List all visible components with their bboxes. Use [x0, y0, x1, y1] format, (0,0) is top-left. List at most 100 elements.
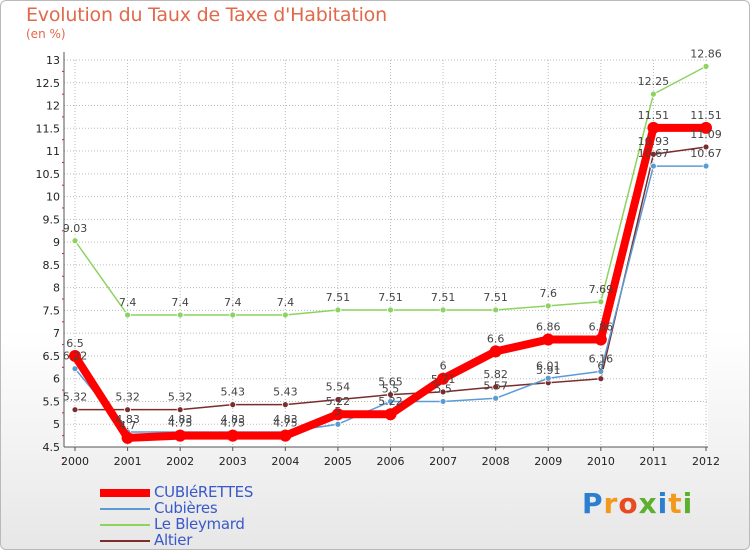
data-label-cubi-rettes: 6.86: [589, 321, 614, 334]
data-label-cubi-res: 4.83: [115, 413, 140, 426]
y-tick-label: 5: [53, 418, 60, 431]
data-point-cubi-rettes: [331, 408, 344, 421]
x-tick-label: 2001: [114, 455, 142, 468]
data-point-altier: [281, 401, 289, 409]
data-label-le-bleymard: 7.4: [119, 296, 137, 309]
y-tick-label: 13: [46, 54, 60, 67]
data-label-cubi-rettes: 4.7: [119, 419, 137, 432]
x-tick-label: 2003: [219, 455, 247, 468]
data-point-altier: [597, 375, 605, 383]
data-point-le-bleymard: [702, 62, 710, 70]
plot-area: [64, 60, 708, 447]
data-label-altier: 10.93: [638, 135, 670, 148]
y-tick-label: 8: [53, 282, 60, 295]
data-label-cubi-res: 4.83: [273, 413, 298, 426]
data-point-cubi-res: [387, 398, 394, 405]
data-point-cubi-rettes: [226, 429, 239, 442]
logo-letter: o: [618, 487, 639, 520]
data-label-le-bleymard: 12.86: [690, 47, 722, 60]
y-tick-label: 8.5: [43, 259, 61, 272]
x-tick-label: 2012: [692, 455, 720, 468]
legend-label-cubierettes: CUBIéRETTES: [154, 483, 254, 501]
data-point-le-bleymard: [492, 306, 500, 314]
legend-swatch-altier: [100, 540, 150, 542]
data-label-altier: 6: [597, 360, 604, 373]
data-label-cubi-res: 5.57: [483, 379, 508, 392]
data-point-cubi-rettes: [489, 345, 502, 358]
data-point-altier: [387, 391, 394, 399]
data-label-le-bleymard: 7.6: [540, 287, 558, 300]
data-point-cubi-res: [334, 420, 342, 428]
data-point-altier: [334, 396, 342, 404]
data-point-le-bleymard: [124, 311, 131, 319]
y-tick-label: 10: [46, 191, 60, 204]
data-label-altier: 5.32: [168, 391, 193, 404]
data-point-cubi-res: [597, 368, 605, 375]
data-label-altier: 5.43: [273, 386, 298, 399]
y-tick-label: 7: [53, 327, 60, 340]
data-label-cubi-rettes: 6.5: [66, 337, 84, 350]
data-label-altier: 5.43: [221, 386, 246, 399]
data-point-cubi-res: [544, 374, 552, 382]
data-point-le-bleymard: [229, 311, 237, 319]
data-point-le-bleymard: [71, 237, 79, 245]
data-point-le-bleymard: [650, 90, 657, 98]
data-label-altier: 5.82: [483, 368, 508, 381]
legend-item-le-bleymard: Le Bleymard: [100, 515, 320, 533]
x-tick-label: 2004: [271, 455, 299, 468]
data-point-le-bleymard: [176, 311, 184, 319]
data-label-altier: 5.32: [115, 391, 140, 404]
data-label-le-bleymard: 7.51: [483, 291, 508, 304]
data-point-le-bleymard: [597, 298, 605, 306]
data-label-cubi-rettes: 5.22: [326, 395, 351, 408]
data-point-altier: [176, 406, 184, 414]
y-tick-label: 4.5: [43, 441, 61, 454]
data-label-le-bleymard: 7.4: [171, 296, 189, 309]
data-label-cubi-rettes: 11.51: [638, 109, 670, 122]
data-label-cubi-res: 6.01: [536, 359, 561, 372]
y-tick-label: 11.5: [36, 122, 61, 135]
x-tick-label: 2000: [61, 455, 89, 468]
data-point-altier: [702, 143, 710, 151]
data-point-le-bleymard: [281, 311, 289, 319]
data-point-le-bleymard: [387, 306, 394, 314]
data-label-cubi-res: 5: [334, 405, 341, 418]
data-label-le-bleymard: 9.03: [63, 222, 88, 235]
legend-label-cubieres: Cubières: [154, 499, 218, 517]
legend-swatch-cubieres: [100, 508, 150, 510]
data-label-cubi-res: 4.83: [168, 413, 193, 426]
x-tick-label: 2011: [639, 455, 667, 468]
data-label-altier: 5.54: [326, 381, 351, 394]
data-label-le-bleymard: 7.51: [431, 291, 456, 304]
data-point-cubi-res: [439, 398, 447, 405]
data-label-le-bleymard: 7.4: [277, 296, 295, 309]
legend-label-le-bleymard: Le Bleymard: [154, 515, 245, 533]
y-tick-label: 10.5: [36, 168, 61, 181]
logo-letter: x: [638, 487, 658, 520]
data-label-cubi-res: 10.67: [638, 147, 670, 160]
data-label-cubi-res: 5.5: [382, 382, 400, 395]
legend-swatch-le-bleymard: [100, 524, 150, 526]
data-label-cubi-rettes: 5.22: [378, 395, 403, 408]
y-tick-label: 5.5: [43, 395, 61, 408]
data-label-cubi-rettes: 4.75: [221, 417, 246, 430]
data-label-cubi-res: 10.67: [690, 147, 722, 160]
x-tick-label: 2010: [587, 455, 615, 468]
data-point-cubi-res: [650, 162, 657, 170]
data-point-cubi-rettes: [542, 333, 555, 346]
data-label-cubi-res: 6.22: [63, 350, 88, 363]
x-tick-label: 2005: [324, 455, 352, 468]
logo-letter: r: [603, 487, 619, 520]
proxiti-logo: Proxiti: [582, 487, 693, 520]
logo-letter: P: [582, 487, 604, 520]
data-point-cubi-res: [71, 365, 79, 373]
legend-item-cubieres: Cubières: [100, 499, 320, 517]
data-point-le-bleymard: [544, 302, 552, 310]
logo-letter: i: [682, 487, 694, 520]
data-label-altier: 5.91: [536, 364, 561, 377]
y-tick-label: 9.5: [43, 213, 61, 226]
y-tick-label: 6.5: [43, 350, 61, 363]
data-label-altier: 5.71: [431, 373, 456, 386]
data-point-altier: [492, 383, 500, 391]
